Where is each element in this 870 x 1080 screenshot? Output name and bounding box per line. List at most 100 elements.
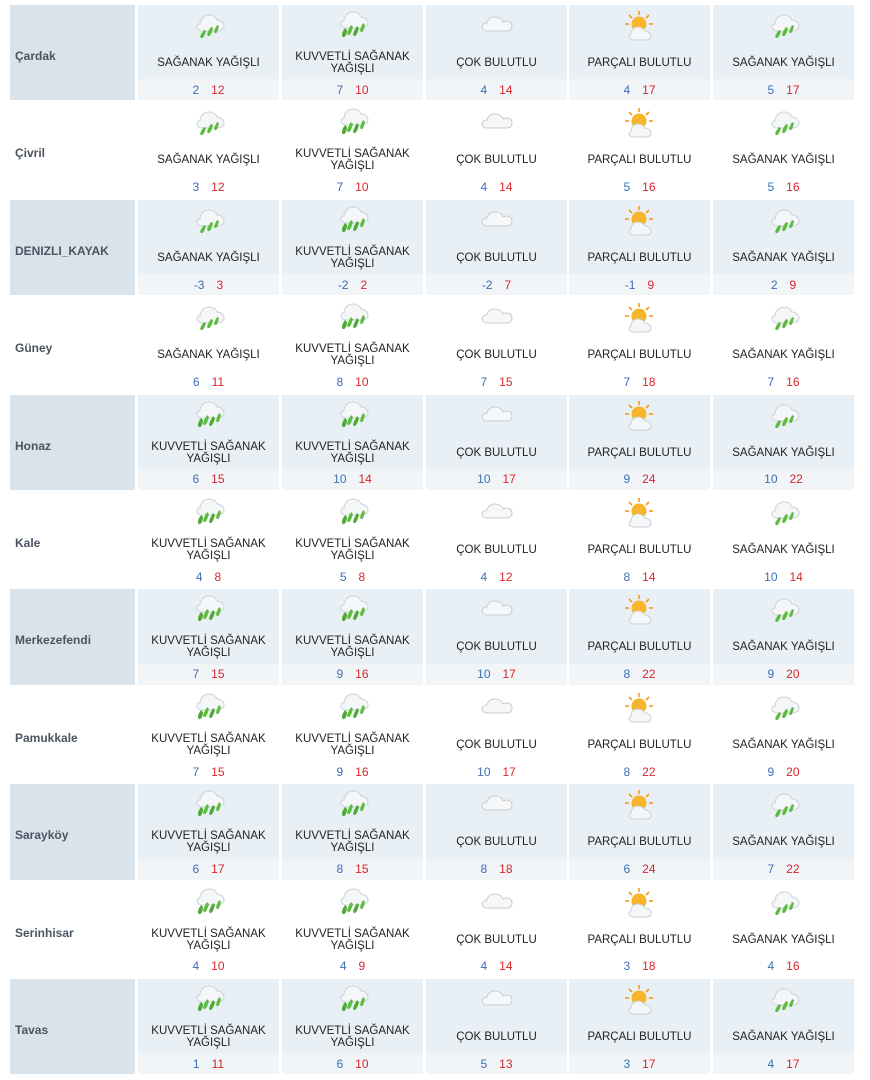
temperature-range: 1 11	[138, 1053, 279, 1075]
temperature-range: 10 17	[426, 761, 567, 783]
district-name: Sarayköy	[10, 784, 137, 880]
low-temp: 4	[623, 82, 631, 97]
condition-label: SAĞANAK YAĞIŞLI	[732, 154, 835, 167]
cloudy-icon	[426, 399, 567, 433]
high-temp: 18	[642, 375, 656, 390]
forecast-cell: KUVVETLİ SAĞANAK YAĞIŞLI -2 2	[282, 199, 423, 296]
condition-label: KUVVETLİ SAĞANAK YAĞIŞLI	[295, 635, 410, 660]
temperature-range: 3 12	[138, 176, 279, 198]
high-temp: 14	[642, 569, 656, 584]
partly-cloudy-icon	[569, 204, 710, 238]
heavy-rain-shower-icon	[282, 9, 423, 43]
high-temp: 16	[355, 764, 369, 779]
forecast-cell: SAĞANAK YAĞIŞLI 3 12	[138, 102, 279, 198]
temperature-range: 10 17	[426, 663, 567, 685]
table-row: Çivril SAĞANAK YAĞIŞLI 3 12 KUVVETLİ SAĞANAK…	[10, 102, 856, 199]
condition-label: SAĞANAK YAĞIŞLI	[732, 57, 835, 69]
partly-cloudy-icon	[569, 496, 710, 530]
temperature-range: 9 16	[282, 761, 423, 783]
condition-label: KUVVETLİ SAĞANAK YAĞIŞLI	[295, 148, 410, 173]
rain-shower-icon	[713, 886, 854, 920]
district-name: Merkezefendi	[10, 589, 137, 685]
low-temp: -2	[337, 277, 349, 292]
district-name: Güney	[10, 297, 137, 393]
cloudy-icon	[426, 886, 567, 920]
table-row: Tavas KUVVETLİ SAĞANAK YAĞIŞLI 1 11 KUVVETLİ…	[10, 978, 856, 1075]
forecast-cell: PARÇALI BULUTLU 4 17	[569, 5, 710, 101]
forecast-cell: ÇOK BULUTLU 5 13	[426, 978, 567, 1075]
low-temp: 8	[623, 764, 631, 779]
temperature-range: 8 22	[569, 761, 710, 783]
forecast-cell: SAĞANAK YAĞIŞLI 6 11	[138, 297, 279, 393]
heavy-rain-shower-icon	[138, 788, 279, 822]
high-temp: 15	[211, 764, 225, 779]
condition-label: KUVVETLİ SAĞANAK YAĞIŞLI	[295, 732, 410, 757]
condition-label: KUVVETLİ SAĞANAK YAĞIŞLI	[151, 830, 266, 855]
forecast-cell: SAĞANAK YAĞIŞLI 10 22	[713, 394, 854, 490]
condition-label: KUVVETLİ SAĞANAK YAĞIŞLI	[151, 635, 266, 660]
condition-label: ÇOK BULUTLU	[456, 154, 537, 167]
condition-label: SAĞANAK YAĞIŞLI	[732, 641, 835, 654]
district-name: Serinhisar	[10, 881, 137, 977]
low-temp: 5	[480, 1056, 488, 1071]
temperature-range: 5 16	[713, 176, 854, 198]
condition-label: KUVVETLİ SAĞANAK YAĞIŞLI	[295, 1024, 410, 1049]
low-temp: 8	[336, 375, 344, 390]
district-name: Honaz	[10, 394, 137, 490]
condition-label: ÇOK BULUTLU	[456, 933, 537, 946]
heavy-rain-shower-icon	[282, 983, 423, 1017]
low-temp: 7	[336, 82, 344, 97]
condition-label: KUVVETLİ SAĞANAK YAĞIŞLI	[151, 732, 266, 757]
condition-label: ÇOK BULUTLU	[456, 836, 537, 849]
heavy-rain-shower-icon	[282, 886, 423, 920]
temperature-range: 5 16	[569, 176, 710, 198]
heavy-rain-shower-icon	[138, 593, 279, 627]
cloudy-icon	[426, 691, 567, 725]
condition-label: ÇOK BULUTLU	[456, 57, 537, 69]
high-temp: 17	[502, 667, 516, 682]
low-temp: 10	[477, 764, 491, 779]
heavy-rain-shower-icon	[138, 399, 279, 433]
condition-label: PARÇALI BULUTLU	[587, 251, 692, 264]
high-temp: 22	[789, 472, 803, 487]
forecast-cell: ÇOK BULUTLU 4 14	[426, 5, 567, 101]
low-temp: 5	[767, 180, 775, 195]
condition-label: PARÇALI BULUTLU	[587, 57, 692, 69]
low-temp: 10	[477, 667, 491, 682]
high-temp: 15	[355, 862, 369, 877]
condition-label: PARÇALI BULUTLU	[587, 933, 692, 946]
low-temp: 3	[623, 1056, 631, 1071]
cloudy-icon	[426, 9, 567, 43]
heavy-rain-shower-icon	[282, 204, 423, 238]
high-temp: 17	[211, 862, 225, 877]
forecast-cell: KUVVETLİ SAĞANAK YAĞIŞLI 8 10	[282, 297, 423, 393]
forecast-cell: PARÇALI BULUTLU 8 22	[569, 687, 710, 783]
forecast-cell: KUVVETLİ SAĞANAK YAĞIŞLI 10 14	[282, 394, 423, 490]
condition-label: ÇOK BULUTLU	[456, 251, 537, 264]
forecast-cell: KUVVETLİ SAĞANAK YAĞIŞLI 4 9	[282, 882, 423, 977]
condition-label: SAĞANAK YAĞIŞLI	[157, 349, 260, 362]
temperature-range: 4 17	[713, 1053, 854, 1075]
rain-shower-icon	[713, 691, 854, 725]
cloudy-icon	[426, 301, 567, 335]
temperature-range: 5 17	[713, 79, 854, 101]
low-temp: 9	[336, 667, 344, 682]
condition-label: PARÇALI BULUTLU	[587, 836, 692, 849]
low-temp: 7	[480, 375, 488, 390]
temperature-range: 4 12	[426, 566, 567, 588]
condition-label: KUVVETLİ SAĞANAK YAĞIŞLI	[151, 927, 266, 952]
forecast-cell: KUVVETLİ SAĞANAK YAĞIŞLI 4 8	[138, 492, 279, 588]
rain-shower-icon	[713, 106, 854, 140]
rain-shower-icon	[713, 788, 854, 822]
high-temp: 10	[355, 180, 369, 195]
low-temp: 9	[623, 472, 631, 487]
low-temp: 2	[770, 277, 778, 292]
forecast-cell: KUVVETLİ SAĞANAK YAĞIŞLI 9 16	[282, 589, 423, 685]
forecast-cell: KUVVETLİ SAĞANAK YAĞIŞLI 1 11	[138, 978, 279, 1075]
forecast-cell: ÇOK BULUTLU 10 17	[426, 589, 567, 685]
heavy-rain-shower-icon	[282, 106, 423, 140]
high-temp: 17	[502, 472, 516, 487]
temperature-range: 7 10	[282, 176, 423, 198]
